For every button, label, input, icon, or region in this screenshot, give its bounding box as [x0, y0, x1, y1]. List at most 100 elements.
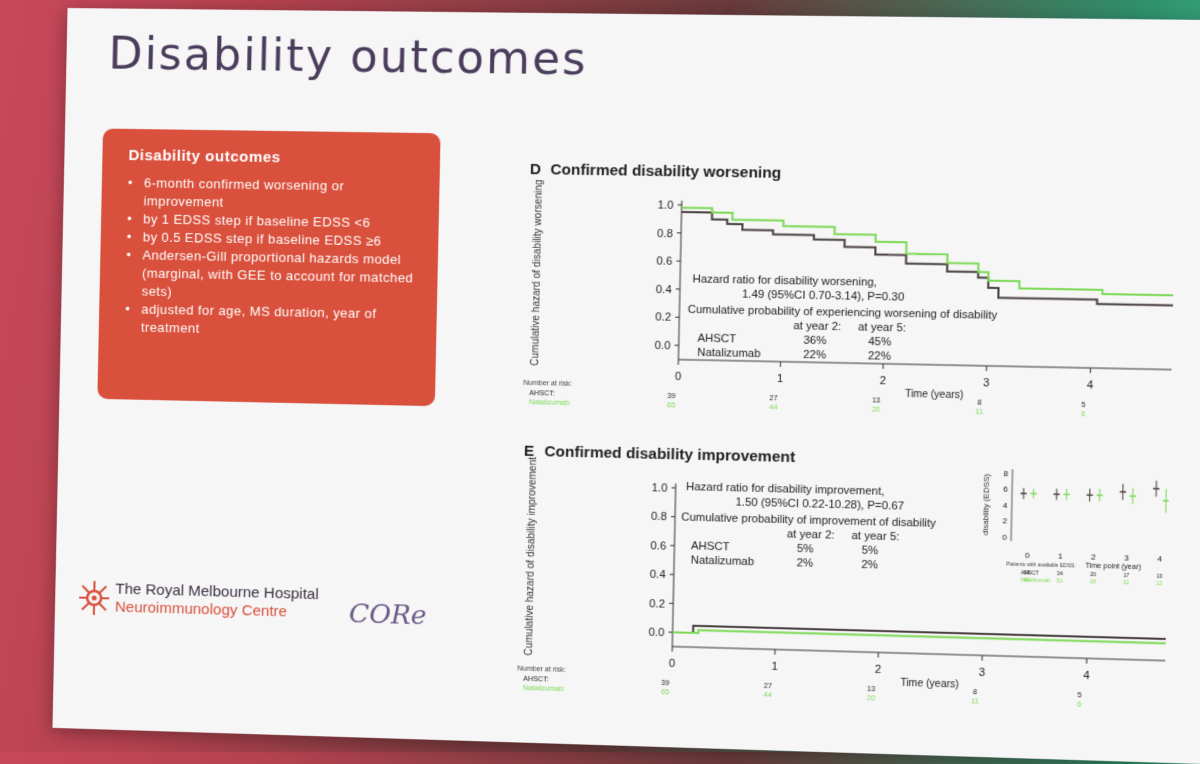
- slide-title: Disability outcomes: [108, 28, 588, 85]
- risk-table-label: Number at risk:: [517, 665, 566, 674]
- annotation-year2-value: 5%: [797, 543, 814, 556]
- slide: Disability outcomes Disability outcomes …: [52, 8, 1200, 764]
- y-tick-label: 0.4: [650, 569, 666, 582]
- inset-x-tick-label: 0: [1025, 551, 1030, 560]
- risk-value: 13: [867, 686, 875, 693]
- logo-text: The Royal Melbourne Hospital Neuroimmuno…: [115, 581, 319, 623]
- annotation-year2-value: 2%: [797, 557, 814, 570]
- inset-x-label: Time point (year): [1085, 563, 1141, 572]
- risk-value: 20: [872, 407, 880, 414]
- annotation-row-label: Natalizumab: [697, 347, 761, 361]
- panel-list: 6-month confirmed worsening or improveme…: [125, 174, 424, 342]
- inset-y-axis: [1011, 469, 1013, 541]
- panel-letter: D: [530, 161, 542, 178]
- x-tick-label: 3: [983, 377, 990, 389]
- list-item: Andersen-Gill proportional hazards model…: [142, 246, 422, 305]
- risk-value: 6: [1077, 701, 1081, 708]
- risk-value: 11: [975, 409, 983, 416]
- y-axis: [678, 201, 681, 360]
- risk-row-label: Natalizumab:: [529, 399, 571, 407]
- inset-y-label: disability (EDSS): [981, 473, 992, 535]
- inset-y-tick-label: 2: [1002, 517, 1007, 526]
- risk-value: 8: [973, 689, 977, 696]
- risk-table-label: Number at risk:: [523, 380, 572, 388]
- y-tick-label: 0.8: [651, 511, 667, 524]
- risk-value: 27: [769, 395, 777, 402]
- annotation-year5-value: 2%: [861, 559, 878, 572]
- inset-table-value: 28: [1090, 579, 1096, 585]
- summary-panel: Disability outcomes 6-month confirmed wo…: [97, 129, 440, 407]
- risk-value: 65: [661, 689, 669, 696]
- x-tick-label: 1: [771, 661, 778, 673]
- inset-x-tick-label: 2: [1091, 552, 1097, 561]
- hazard-ratio-label: Hazard ratio for disability improvement,: [686, 481, 885, 498]
- x-tick-label: 3: [978, 667, 985, 680]
- inset-table-value: 17: [1123, 573, 1129, 579]
- y-tick-label: 0.0: [648, 627, 664, 640]
- year5-header: at year 5:: [851, 530, 899, 544]
- inset-x-tick-label: 3: [1124, 553, 1130, 562]
- inset-y-tick-label: 8: [1003, 469, 1008, 478]
- risk-value: 5: [1081, 402, 1085, 409]
- y-axis-label: Cumulative hazard of disability worsenin…: [530, 179, 545, 366]
- annotation-year5-value: 5%: [862, 544, 879, 557]
- x-tick-label: 4: [1083, 670, 1090, 683]
- y-tick-label: 0.6: [650, 540, 666, 553]
- annotation-row-label: AHSCT: [691, 540, 730, 553]
- risk-value: 5: [1077, 692, 1081, 699]
- risk-row-label: AHSCT:: [523, 676, 549, 684]
- risk-value: 44: [769, 404, 777, 411]
- chart-area: D Confirmed disability worsening Cumulativ…: [516, 140, 1176, 743]
- y-tick-label: 1.0: [657, 199, 673, 211]
- inset-table-value: 20: [1090, 572, 1096, 578]
- x-axis-label: Time (years): [900, 678, 959, 691]
- y-axis: [672, 483, 675, 646]
- annotation-year5-value: 45%: [868, 336, 892, 349]
- x-tick-label: 2: [880, 375, 887, 387]
- inset-table-value: 51: [1057, 578, 1063, 584]
- risk-value: 20: [867, 695, 875, 702]
- hazard-ratio-label: Hazard ratio for disability worsening,: [692, 273, 877, 289]
- inset-table-value: 10: [1156, 574, 1162, 580]
- year2-header: at year 2:: [787, 528, 835, 541]
- inset-y-tick-label: 0: [1002, 533, 1007, 542]
- inset-table-value: 65: [1024, 577, 1030, 583]
- risk-value: 39: [661, 680, 669, 687]
- inset-table-value: 12: [1156, 581, 1162, 587]
- y-axis-label: Cumulative hazard of disability improvem…: [524, 457, 540, 656]
- risk-value: 39: [667, 393, 675, 400]
- list-item: adjusted for age, MS duration, year of t…: [141, 301, 421, 343]
- hazard-ratio-value: 1.50 (95%CI 0.22-10.28), P=0.67: [735, 496, 904, 512]
- year5-header: at year 5:: [858, 321, 906, 334]
- risk-value: 13: [872, 397, 880, 404]
- y-tick-label: 0.8: [657, 227, 673, 239]
- risk-value: 44: [764, 692, 772, 699]
- annotation-year2-value: 36%: [803, 335, 826, 348]
- y-tick-label: 1.0: [651, 482, 667, 495]
- x-axis: [678, 360, 1176, 371]
- hazard-ratio-value: 1.49 (95%CI 0.70-3.14), P=0.30: [742, 288, 905, 303]
- neuron-icon: [77, 578, 112, 619]
- inset-table-value: 22: [1123, 580, 1129, 586]
- y-tick-label: 0.4: [656, 284, 672, 297]
- annotation-row-label: Natalizumab: [691, 554, 755, 568]
- y-tick-label: 0.2: [655, 312, 671, 325]
- cumulative-probability-title: Cumulative probability of experiencing w…: [688, 304, 998, 322]
- x-tick-label: 0: [669, 658, 676, 670]
- year2-header: at year 2:: [793, 320, 841, 333]
- panel-title: Disability outcomes: [128, 147, 424, 168]
- y-tick-label: 0.6: [656, 256, 672, 268]
- chart-title: Confirmed disability improvement: [544, 443, 795, 466]
- inset-y-tick-label: 4: [1003, 501, 1008, 510]
- x-tick-label: 2: [875, 664, 882, 676]
- inset-x-tick-label: 1: [1058, 552, 1063, 561]
- inset-table-label: Patients with available EDSS:: [1006, 562, 1076, 570]
- risk-value: 6: [1081, 411, 1085, 418]
- x-tick-label: 1: [777, 373, 784, 385]
- annotation-year5-value: 22%: [868, 350, 892, 363]
- inset-x-tick-label: 4: [1157, 554, 1163, 563]
- risk-row-label: Natalizumab:: [523, 685, 565, 693]
- risk-value: 11: [971, 698, 979, 705]
- chart-title: Confirmed disability worsening: [550, 161, 781, 182]
- y-tick-label: 0.0: [654, 340, 670, 353]
